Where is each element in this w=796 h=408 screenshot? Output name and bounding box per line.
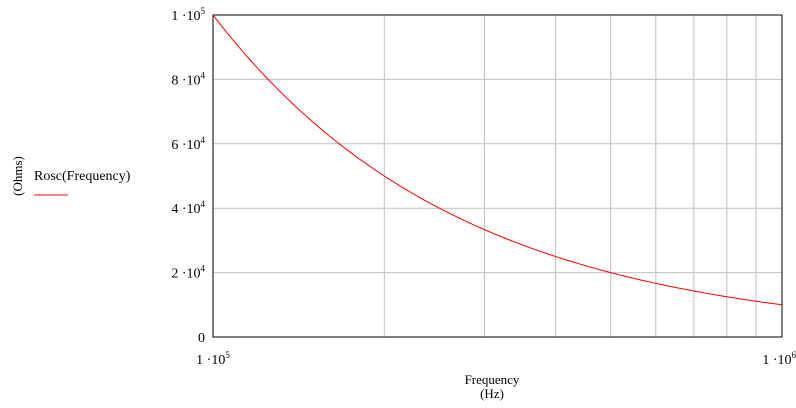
x-tick-label: 1 ·105 xyxy=(196,350,230,368)
y-tick-label: 0 xyxy=(198,331,205,346)
plot-frame xyxy=(212,14,783,338)
y-tick-label: 8 ·104 xyxy=(171,70,205,88)
grid-lines xyxy=(213,15,782,337)
x-tick-label: 1 ·106 xyxy=(762,350,796,368)
x-tick-labels: 1 ·105 1 ·106 xyxy=(196,350,796,368)
x-axis-label: Frequency xyxy=(465,372,520,387)
y-tick-label: 2 ·104 xyxy=(171,264,205,282)
y-axis-label: (Ohms) xyxy=(10,156,25,196)
y-tick-label: 6 ·104 xyxy=(171,135,205,153)
y-tick-label: 4 ·104 xyxy=(171,199,205,217)
legend-label: Rosc(Frequency) xyxy=(34,169,131,184)
series-group xyxy=(212,14,783,306)
y-tick-label: 1 ·105 xyxy=(171,6,205,24)
x-axis-unit: (Hz) xyxy=(480,386,504,401)
y-tick-labels: 0 2 ·104 4 ·104 6 ·104 8 ·104 1 ·105 xyxy=(171,6,205,346)
series-line-rosc xyxy=(212,14,783,306)
